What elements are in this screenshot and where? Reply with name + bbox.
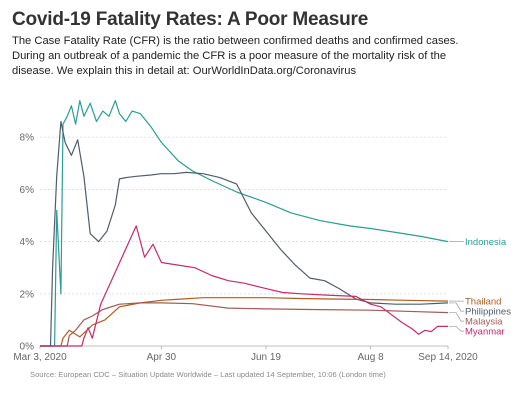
x-tick-label: Sep 14, 2020 [418, 352, 478, 363]
label-leader-line [449, 312, 464, 322]
axes: 0% 2% 4% 6% 8% Mar 3, 2020 Apr 30 Jun 19 Aug 8 Se… [13, 133, 478, 363]
y-tick-label: 2% [20, 289, 35, 300]
series-label-philippines: Philippines [465, 307, 511, 318]
series-line-malaysia [40, 302, 449, 347]
chart-subtitle-line-2: During an outbreak of a pandemic the CFR… [12, 50, 447, 62]
x-tick-label: Apr 30 [147, 352, 177, 363]
chart-title: Covid-19 Fatality Rates: A Poor Measure [12, 9, 369, 30]
label-leader-line [449, 302, 464, 312]
y-tick-label: 8% [20, 133, 35, 144]
y-tick-label: 6% [20, 185, 35, 196]
series-line-thailand [40, 297, 449, 347]
grid-lines [40, 136, 448, 295]
label-leader-line [449, 326, 464, 332]
series-labels: Indonesia ThailandPhilippinesMalaysiaMyan… [449, 237, 511, 338]
series-lines [40, 100, 449, 347]
series-label-myanmar: Myanmar [465, 327, 505, 338]
y-tick-label: 0% [20, 342, 35, 353]
series-line-indonesia [40, 100, 449, 347]
x-tick-label: Jun 19 [251, 352, 281, 363]
series-label-thailand: Thailand [465, 297, 501, 308]
series-label-indonesia: Indonesia [465, 237, 507, 248]
x-tick-label: Mar 3, 2020 [13, 352, 67, 363]
chart-subtitle-line-3: disease. We explain this in detail at: O… [12, 65, 357, 77]
series-line-myanmar [40, 225, 448, 347]
series-label-malaysia: Malaysia [465, 317, 503, 328]
chart-subtitle-line-1: The Case Fatality Rate (CFR) is the rati… [12, 35, 459, 47]
x-tick-label: Aug 8 [358, 352, 385, 363]
source-note: Source: European CDC – Situation Update … [30, 370, 386, 379]
y-tick-label: 4% [20, 237, 35, 248]
series-line-philippines [40, 120, 449, 347]
